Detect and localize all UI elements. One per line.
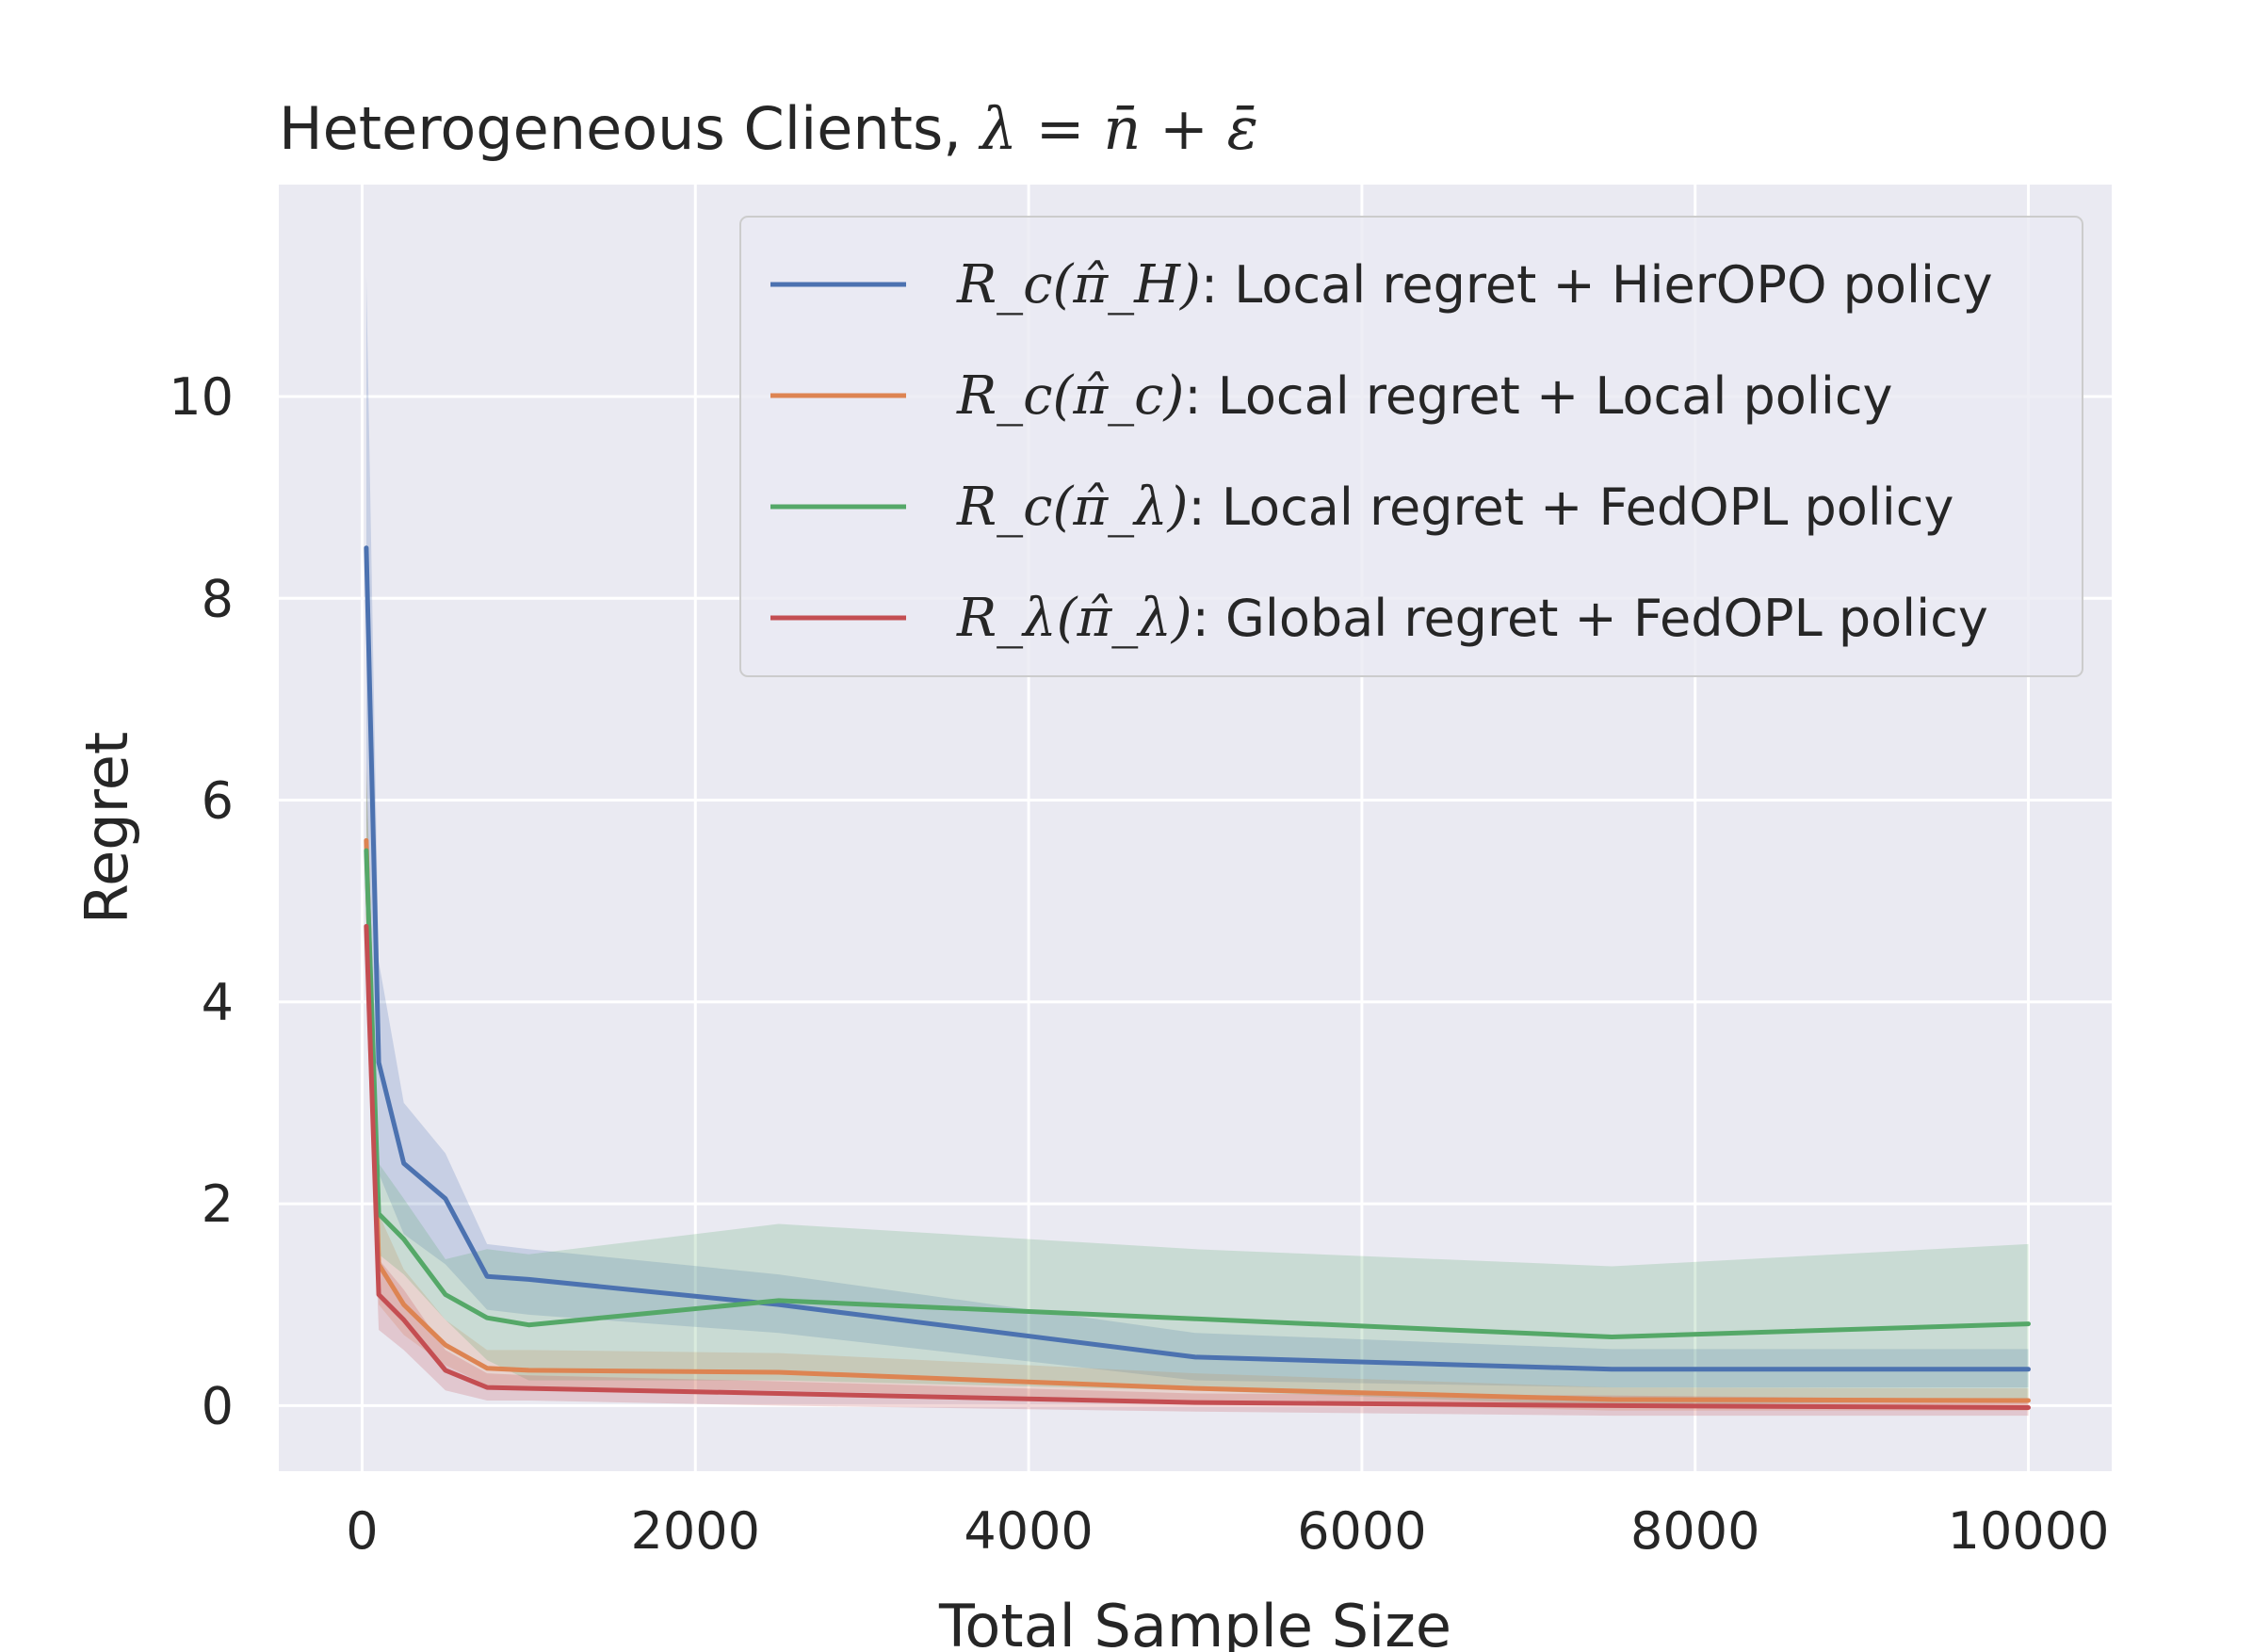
legend-label-text: : Local regret + FedOPL policy bbox=[1189, 478, 1954, 537]
confidence-band-3 bbox=[365, 769, 2029, 1406]
series-line-2 bbox=[364, 837, 2031, 1403]
chart-title-text: Heterogeneous Clients, bbox=[279, 94, 981, 163]
chart-title-math: λ = n̄ + ε̄ bbox=[978, 94, 1258, 163]
y-tick-label: 0 bbox=[202, 1376, 234, 1435]
legend-label-text: : Global regret + FedOPL policy bbox=[1192, 589, 1988, 648]
y-tick-label: 6 bbox=[202, 771, 234, 831]
legend: R_c(π̂_H): Local regret + HierOPO policy… bbox=[739, 216, 2083, 677]
confidence-band-1 bbox=[365, 275, 2029, 1388]
legend-label-math: R_c(π̂_H) bbox=[956, 254, 1201, 316]
series-line-3 bbox=[364, 848, 2031, 1339]
y-axis-label: Regret bbox=[73, 732, 141, 924]
x-tick-label: 0 bbox=[346, 1501, 378, 1561]
legend-label-4: R_λ(π̂_λ): Global regret + FedOPL policy bbox=[956, 588, 1988, 649]
legend-label-text: : Local regret + HierOPO policy bbox=[1201, 255, 1993, 315]
legend-label-text: : Local regret + Local policy bbox=[1184, 366, 1892, 426]
x-axis-ticks: 0 2000 4000 6000 8000 10000 bbox=[346, 1501, 2109, 1561]
y-tick-label: 2 bbox=[202, 1174, 234, 1234]
series-lines bbox=[364, 545, 2031, 1410]
legend-label-math: R_λ(π̂_λ) bbox=[956, 588, 1192, 649]
legend-items: R_c(π̂_H): Local regret + HierOPO policy… bbox=[770, 254, 1993, 649]
x-tick-label: 8000 bbox=[1630, 1501, 1759, 1561]
series-line-1 bbox=[364, 545, 2031, 1372]
y-tick-label: 4 bbox=[202, 973, 234, 1032]
confidence-bands bbox=[365, 275, 2029, 1417]
y-axis-ticks: 0 2 4 6 8 10 bbox=[169, 367, 234, 1435]
x-axis-label: Total Sample Size bbox=[938, 1592, 1451, 1652]
x-tick-label: 4000 bbox=[964, 1501, 1093, 1561]
legend-label-2: R_c(π̂_c): Local regret + Local policy bbox=[956, 365, 1892, 427]
legend-label-math: R_c(π̂_λ) bbox=[956, 477, 1189, 538]
y-tick-label: 10 bbox=[169, 367, 234, 427]
legend-label-1: R_c(π̂_H): Local regret + HierOPO policy bbox=[956, 254, 1993, 316]
legend-frame bbox=[739, 216, 2083, 677]
legend-label-3: R_c(π̂_λ): Local regret + FedOPL policy bbox=[956, 477, 1953, 538]
x-tick-label: 6000 bbox=[1297, 1501, 1426, 1561]
x-tick-label: 2000 bbox=[631, 1501, 760, 1561]
x-tick-label: 10000 bbox=[1948, 1501, 2110, 1561]
legend-label-math: R_c(π̂_c) bbox=[956, 365, 1184, 427]
series-line-4 bbox=[364, 924, 2031, 1410]
y-tick-label: 8 bbox=[202, 569, 234, 628]
chart-title: Heterogeneous Clients, λ = n̄ + ε̄ bbox=[279, 94, 1258, 163]
